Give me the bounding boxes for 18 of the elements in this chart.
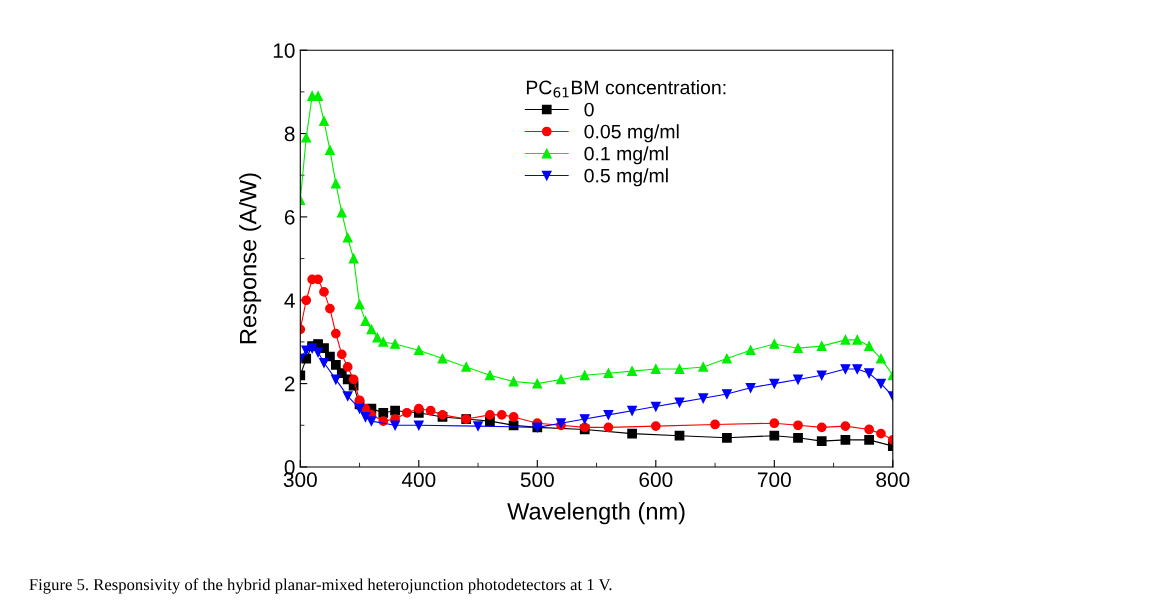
x-tick-label: 500 <box>520 472 554 488</box>
y-tick-label: 2 <box>284 376 295 392</box>
legend-label: 0.5 mg/ml <box>584 168 668 187</box>
caption: Figure 5. Responsivity of the hybrid planar-mixed heterojunction photodetectors at 1 V. <box>29 578 612 594</box>
y-tick-label: 8 <box>284 126 295 142</box>
legend-label: 0.1 mg/ml <box>584 146 668 165</box>
legend-label: 0 <box>584 102 594 117</box>
y-tick-label: 10 <box>273 43 295 58</box>
x-tick-label: 800 <box>876 472 910 488</box>
y-axis-title: Response (A/W) <box>239 173 262 344</box>
x-axis-title: Wavelength (nm) <box>507 502 685 525</box>
x-tick-label: 700 <box>758 472 791 488</box>
legend-title: PC$_{61}$BM concentration: <box>526 80 726 98</box>
y-tick-label: 6 <box>284 209 295 225</box>
x-tick-label: 600 <box>639 472 673 488</box>
legend-label: 0.05 mg/ml <box>584 124 679 143</box>
y-tick-label: 4 <box>284 293 295 308</box>
x-tick-label: 400 <box>401 472 436 488</box>
